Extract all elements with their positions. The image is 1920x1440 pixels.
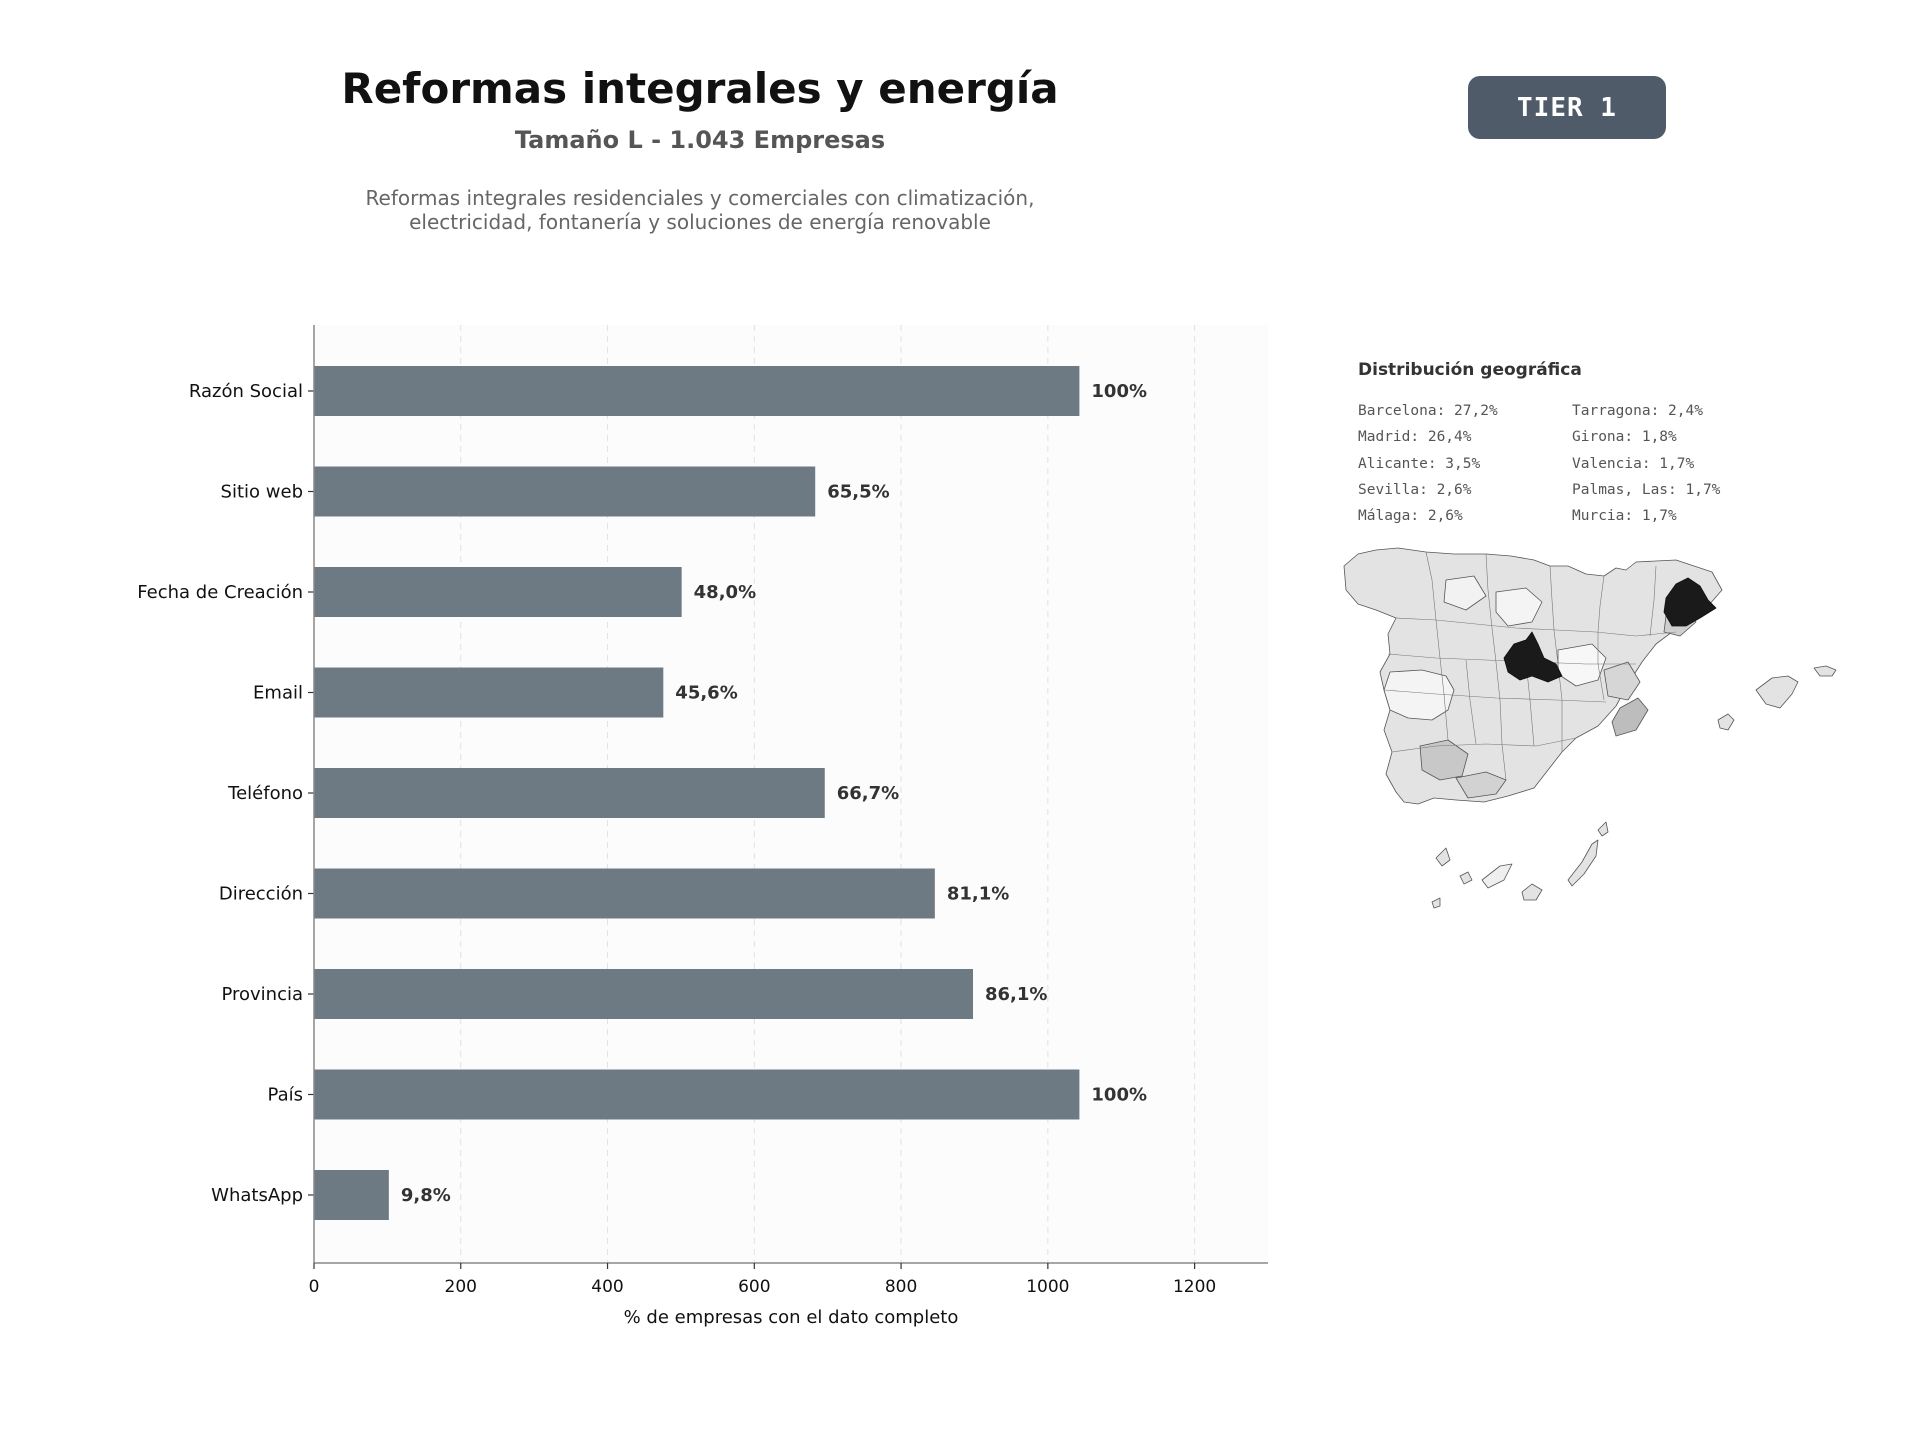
data-label-2: 48,0% bbox=[694, 582, 756, 603]
data-label-4: 66,7% bbox=[837, 783, 899, 804]
xtick-label-6: 1200 bbox=[1173, 1277, 1216, 1297]
data-label-6: 86,1% bbox=[985, 984, 1047, 1005]
x-axis-label: % de empresas con el dato completo bbox=[624, 1307, 959, 1328]
geo-list-right: Tarragona: 2,4% Girona: 1,8% Valencia: 1,7… bbox=[1572, 398, 1720, 529]
geo-list-left: Barcelona: 27,2% Madrid: 26,4% Alicante: 3… bbox=[1358, 398, 1498, 529]
category-label-2: Fecha de Creación bbox=[137, 582, 303, 603]
tier-badge: TIER 1 bbox=[1468, 76, 1666, 139]
map-canary-3 bbox=[1481, 863, 1513, 889]
geo-item-right-4: Murcia: 1,7% bbox=[1572, 508, 1677, 525]
xtick-label-0: 0 bbox=[309, 1277, 320, 1297]
page-description: Reformas integrales residenciales y come… bbox=[300, 186, 1100, 234]
map-canary-7 bbox=[1431, 897, 1441, 909]
geo-item-right-0: Tarragona: 2,4% bbox=[1572, 403, 1703, 419]
xtick-label-3: 600 bbox=[738, 1277, 770, 1297]
category-label-6: Provincia bbox=[221, 984, 303, 1005]
xtick-label-2: 400 bbox=[591, 1277, 623, 1297]
bar-3 bbox=[314, 667, 664, 718]
xtick-label-5: 1000 bbox=[1026, 1277, 1069, 1297]
map-canary-6 bbox=[1597, 821, 1609, 837]
geo-item-left-3: Sevilla: 2,6% bbox=[1358, 481, 1472, 498]
map-region-malaga bbox=[1455, 771, 1507, 799]
map-region-madrid bbox=[1503, 631, 1563, 683]
data-label-7: 100% bbox=[1091, 1085, 1147, 1106]
geo-item-left-0: Barcelona: 27,2% bbox=[1358, 403, 1498, 419]
map-canary-2 bbox=[1459, 871, 1473, 885]
map-balearic-ibiza bbox=[1717, 713, 1735, 731]
page-subtitle: Tamaño L - 1.043 Empresas bbox=[514, 126, 886, 154]
geo-item-left-2: Alicante: 3,5% bbox=[1358, 455, 1481, 472]
xtick-label-4: 800 bbox=[885, 1277, 917, 1297]
geo-distribution-title: Distribución geográfica bbox=[1358, 360, 1582, 380]
map-canary-4 bbox=[1521, 883, 1543, 901]
map-balearic-menorca bbox=[1813, 665, 1837, 677]
map-region-leon bbox=[1443, 575, 1487, 611]
description-line-2: electricidad, fontanería y soluciones de… bbox=[409, 210, 991, 234]
bar-7 bbox=[314, 1069, 1080, 1120]
category-label-7: País bbox=[268, 1085, 303, 1106]
map-region-barcelona bbox=[1663, 577, 1717, 627]
bar-2 bbox=[314, 567, 682, 617]
map-region-alicante bbox=[1611, 697, 1649, 737]
category-label-0: Razón Social bbox=[189, 381, 303, 402]
geo-item-right-3: Palmas, Las: 1,7% bbox=[1572, 481, 1721, 498]
bar-4 bbox=[314, 768, 825, 818]
bar-1 bbox=[314, 466, 816, 517]
bar-6 bbox=[314, 969, 973, 1019]
data-label-1: 65,5% bbox=[827, 482, 889, 503]
bar-5 bbox=[314, 868, 935, 919]
bar-8 bbox=[314, 1170, 389, 1220]
map-canary-1 bbox=[1435, 847, 1451, 867]
geo-item-right-2: Valencia: 1,7% bbox=[1572, 455, 1695, 472]
data-label-0: 100% bbox=[1091, 381, 1147, 402]
data-label-3: 45,6% bbox=[675, 683, 737, 704]
xtick-label-1: 200 bbox=[445, 1277, 477, 1297]
page-title: Reformas integrales y energía bbox=[341, 64, 1059, 113]
geo-item-left-1: Madrid: 26,4% bbox=[1358, 429, 1472, 446]
data-label-5: 81,1% bbox=[947, 884, 1009, 905]
map-region-extremadura bbox=[1383, 669, 1455, 721]
map-region-valencia bbox=[1603, 661, 1641, 701]
map-region-burgos bbox=[1495, 587, 1543, 627]
map-canary-5 bbox=[1567, 839, 1599, 887]
geo-item-right-1: Girona: 1,8% bbox=[1572, 429, 1677, 446]
category-label-5: Dirección bbox=[219, 884, 303, 905]
description-line-1: Reformas integrales residenciales y come… bbox=[365, 186, 1035, 210]
bar-0 bbox=[314, 366, 1080, 416]
geo-item-left-4: Málaga: 2,6% bbox=[1358, 508, 1463, 525]
spain-province-map bbox=[1343, 547, 1837, 909]
category-label-3: Email bbox=[253, 683, 303, 704]
category-label-1: Sitio web bbox=[221, 482, 303, 503]
category-label-8: WhatsApp bbox=[211, 1185, 303, 1206]
category-label-4: Teléfono bbox=[227, 783, 303, 804]
map-balearic-mallorca bbox=[1755, 675, 1799, 709]
data-label-8: 9,8% bbox=[401, 1185, 451, 1206]
